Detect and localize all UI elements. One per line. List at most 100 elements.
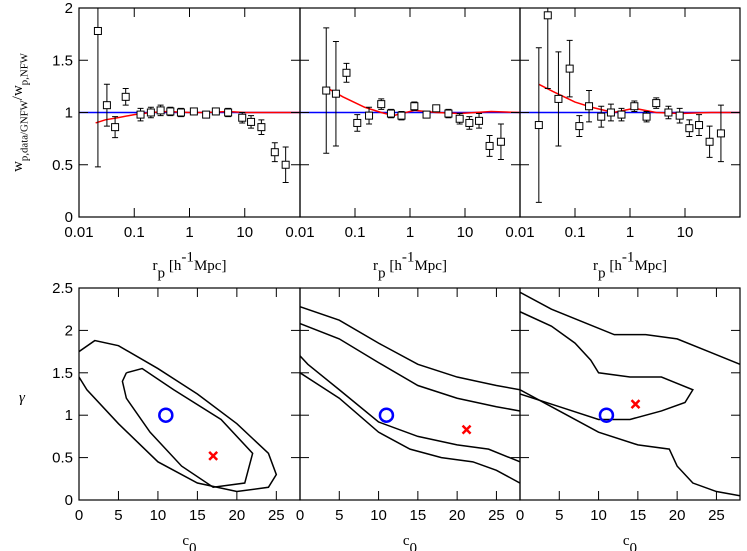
data-point bbox=[705, 137, 714, 146]
data-point bbox=[176, 108, 185, 117]
best-fit-circle bbox=[378, 407, 395, 423]
contour bbox=[520, 389, 740, 497]
y-axis-label: γ bbox=[19, 390, 26, 406]
x-axis-label-part: 0 bbox=[410, 540, 418, 551]
data-point bbox=[597, 112, 606, 121]
y-axis-label-part: p,NFW bbox=[18, 52, 30, 85]
x-tick-label: 0 bbox=[516, 507, 524, 524]
x-tick-label: 5 bbox=[335, 507, 343, 524]
best-fit-circle bbox=[158, 407, 174, 423]
y-tick-label: 0 bbox=[65, 492, 73, 509]
x-tick-label: 10 bbox=[590, 507, 607, 524]
data-point bbox=[554, 94, 563, 103]
data-point bbox=[630, 102, 639, 111]
y-axis-label-part: p,data/GNFW bbox=[18, 99, 30, 161]
x-tick-label: 25 bbox=[488, 507, 505, 524]
data-point bbox=[675, 111, 684, 120]
data-point bbox=[257, 123, 266, 132]
x-axis-label-part: -1 bbox=[181, 250, 194, 266]
x-axis-label: c0 bbox=[182, 533, 196, 551]
x-axis-label-part: p bbox=[378, 265, 386, 281]
x-tick-label: 0.01 bbox=[64, 224, 93, 241]
y-tick-label: 0.5 bbox=[52, 450, 73, 467]
data-point bbox=[422, 110, 431, 119]
x-tick-label: 20 bbox=[449, 507, 466, 524]
y-tick-label: 2.5 bbox=[52, 280, 73, 297]
data-point bbox=[617, 110, 626, 119]
x-axis-label-part: c bbox=[623, 533, 630, 549]
best-fit-cross bbox=[208, 451, 219, 461]
contour bbox=[300, 355, 520, 463]
panel bbox=[79, 8, 300, 184]
data-point bbox=[695, 121, 704, 130]
contour bbox=[520, 291, 740, 366]
contour bbox=[300, 372, 520, 484]
data-point bbox=[664, 108, 673, 117]
data-point bbox=[247, 117, 256, 126]
x-axis-label: rp [h-1Mpc] bbox=[593, 250, 667, 282]
model-curve bbox=[95, 110, 300, 124]
data-point bbox=[716, 129, 725, 138]
x-tick-label: 1 bbox=[406, 224, 414, 241]
data-point bbox=[475, 116, 484, 125]
error-bar bbox=[94, 8, 101, 168]
x-tick-label: 1 bbox=[185, 224, 193, 241]
x-axis-label-part: [h bbox=[606, 258, 623, 274]
data-point bbox=[322, 86, 331, 95]
panel-frame bbox=[519, 287, 741, 501]
data-point bbox=[238, 113, 247, 122]
data-point bbox=[111, 123, 120, 132]
data-point bbox=[652, 99, 661, 108]
data-point bbox=[455, 114, 464, 123]
data-point bbox=[410, 102, 419, 111]
data-point bbox=[432, 104, 441, 113]
x-tick-label: 0 bbox=[296, 507, 304, 524]
data-point bbox=[136, 110, 145, 119]
data-point bbox=[485, 141, 494, 150]
data-point bbox=[465, 118, 474, 127]
y-tick-label: 1.5 bbox=[52, 365, 73, 382]
x-tick-label: 15 bbox=[410, 507, 427, 524]
data-point bbox=[281, 160, 290, 169]
x-tick-label: 5 bbox=[114, 507, 122, 524]
x-axis-label-part: c bbox=[403, 533, 410, 549]
x-tick-label: 5 bbox=[555, 507, 563, 524]
x-axis-label-part: r bbox=[373, 258, 378, 274]
y-tick-label: 0.5 bbox=[52, 157, 73, 174]
data-point bbox=[606, 108, 615, 117]
y-tick-label: 1.5 bbox=[52, 52, 73, 69]
data-point bbox=[543, 11, 552, 20]
x-axis-label-part: p bbox=[158, 265, 166, 281]
x-axis-label-part: [h bbox=[386, 258, 403, 274]
contour bbox=[300, 305, 520, 391]
y-tick-label: 1 bbox=[65, 407, 73, 424]
x-axis-label-part: c bbox=[182, 533, 189, 549]
y-axis-label-part: γ bbox=[19, 390, 26, 406]
data-point bbox=[121, 92, 130, 101]
x-tick-label: 10 bbox=[370, 507, 387, 524]
model-curve bbox=[538, 83, 740, 115]
data-point bbox=[93, 26, 102, 35]
panel bbox=[520, 8, 740, 203]
y-tick-label: 1 bbox=[65, 105, 73, 122]
data-point bbox=[211, 107, 220, 116]
x-tick-label: 0.1 bbox=[565, 224, 586, 241]
data-point bbox=[189, 107, 198, 116]
x-axis-label-part: -1 bbox=[622, 250, 635, 266]
y-tick-label: 2 bbox=[65, 322, 73, 339]
x-tick-label: 15 bbox=[630, 507, 647, 524]
data-point bbox=[331, 89, 340, 98]
data-point bbox=[377, 100, 386, 109]
x-axis-label-part: r bbox=[593, 258, 598, 274]
panel-frame bbox=[519, 7, 741, 218]
data-point bbox=[575, 122, 584, 131]
x-tick-label: 0.01 bbox=[285, 224, 314, 241]
x-tick-label: 0.01 bbox=[505, 224, 534, 241]
x-tick-label: 10 bbox=[457, 224, 474, 241]
x-tick-label: 0.1 bbox=[124, 224, 145, 241]
panel bbox=[79, 339, 278, 493]
x-axis-label-part: -1 bbox=[402, 250, 415, 266]
panel bbox=[300, 305, 520, 484]
x-axis-label-part: Mpc] bbox=[194, 258, 227, 274]
